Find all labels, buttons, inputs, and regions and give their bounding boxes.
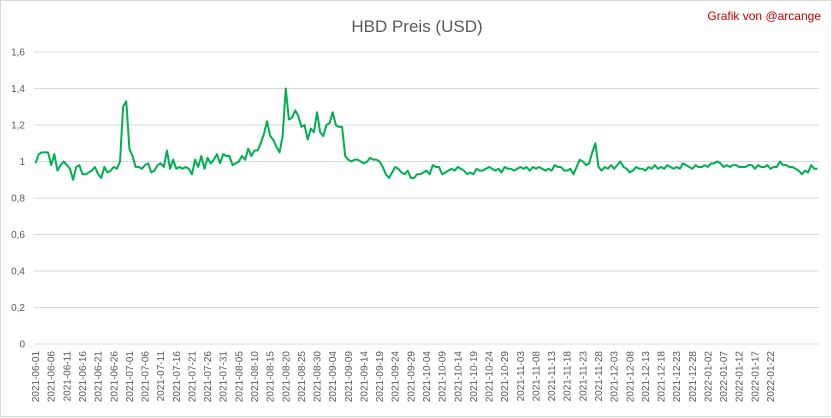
x-tick-label: 2022-01-12 — [735, 351, 746, 403]
y-tick-label: 1 — [19, 157, 25, 168]
x-tick-label: 2021-11-28 — [594, 351, 605, 402]
x-tick-label: 2021-11-03 — [516, 351, 527, 402]
x-tick-label: 2021-06-11 — [62, 351, 73, 402]
x-tick-label: 2021-08-30 — [313, 351, 324, 403]
series-layer — [34, 87, 818, 181]
x-tick-label: 2021-08-25 — [297, 351, 308, 403]
x-tick-label: 2021-07-16 — [172, 351, 183, 403]
x-tick-label: 2021-11-13 — [547, 351, 558, 402]
x-tick-label: 2022-01-22 — [766, 351, 777, 403]
x-axis-ticks: 2021-06-01 2021-06-06 2021-06-11 2021-06-16… — [31, 351, 777, 403]
y-tick-label: 0,2 — [11, 303, 25, 314]
chart-title: HBD Preis (USD) — [351, 17, 482, 36]
x-tick-label: 2021-12-13 — [641, 351, 652, 403]
x-tick-label: 2021-07-21 — [187, 351, 198, 403]
x-tick-label: 2021-08-20 — [281, 351, 292, 403]
x-tick-label: 2021-12-08 — [625, 351, 636, 403]
x-tick-label: 2022-01-17 — [750, 351, 761, 403]
x-tick-label: 2021-06-21 — [94, 351, 105, 403]
x-tick-label: 2021-06-16 — [78, 351, 89, 403]
y-tick-label: 0,4 — [11, 267, 25, 278]
x-tick-label: 2022-01-02 — [703, 351, 714, 403]
x-tick-label: 2021-10-29 — [500, 351, 511, 403]
y-tick-label: 1,2 — [11, 121, 25, 132]
x-tick-label: 2021-09-24 — [391, 351, 402, 403]
x-tick-label: 2021-10-19 — [469, 351, 480, 403]
x-tick-label: 2021-07-01 — [125, 351, 136, 403]
x-tick-label: 2021-06-06 — [47, 351, 58, 403]
gridlines — [34, 51, 819, 345]
x-tick-label: 2021-06-26 — [109, 351, 120, 403]
x-tick-label: 2021-09-19 — [375, 351, 386, 403]
y-tick-label: 1,6 — [11, 48, 25, 59]
x-tick-label: 2021-11-08 — [531, 351, 542, 402]
x-tick-label: 2021-10-24 — [485, 351, 496, 403]
x-tick-label: 2021-12-28 — [688, 351, 699, 403]
x-tick-label: 2021-08-10 — [250, 351, 261, 403]
x-tick-label: 2021-10-14 — [453, 351, 464, 403]
x-tick-label: 2021-11-23 — [578, 351, 589, 402]
x-tick-label: 2021-09-04 — [328, 351, 339, 403]
x-tick-label: 2021-08-05 — [234, 351, 245, 403]
x-tick-label: 2021-10-09 — [438, 351, 449, 403]
x-tick-label: 2021-07-26 — [203, 351, 214, 403]
y-tick-label: 0,6 — [11, 230, 25, 241]
x-tick-label: 2021-12-18 — [657, 351, 668, 403]
y-tick-label: 1,4 — [11, 84, 25, 95]
credit-label: Grafik von @arcange — [707, 9, 821, 23]
x-tick-label: 2021-07-11 — [156, 351, 167, 402]
x-tick-label: 2021-09-14 — [359, 351, 370, 403]
x-tick-label: 2021-08-15 — [266, 351, 277, 403]
x-tick-label: 2021-09-29 — [406, 351, 417, 403]
y-tick-label: 0,8 — [11, 194, 25, 205]
y-axis-ticks: 0 0,2 0,4 0,6 0,8 1 1,2 1,4 1,6 — [11, 48, 25, 351]
series-line — [34, 87, 818, 181]
x-tick-label: 2021-07-06 — [141, 351, 152, 403]
x-tick-label: 2021-11-18 — [563, 351, 574, 402]
x-tick-label: 2021-06-01 — [31, 351, 42, 403]
x-tick-label: 2021-12-03 — [610, 351, 621, 403]
x-tick-label: 2021-12-23 — [672, 351, 683, 403]
x-tick-label: 2021-09-09 — [344, 351, 355, 403]
x-tick-label: 2022-01-07 — [719, 351, 730, 403]
x-tick-label: 2021-07-31 — [219, 351, 230, 403]
x-tick-label: 2021-10-04 — [422, 351, 433, 403]
y-tick-label: 0 — [19, 340, 25, 351]
